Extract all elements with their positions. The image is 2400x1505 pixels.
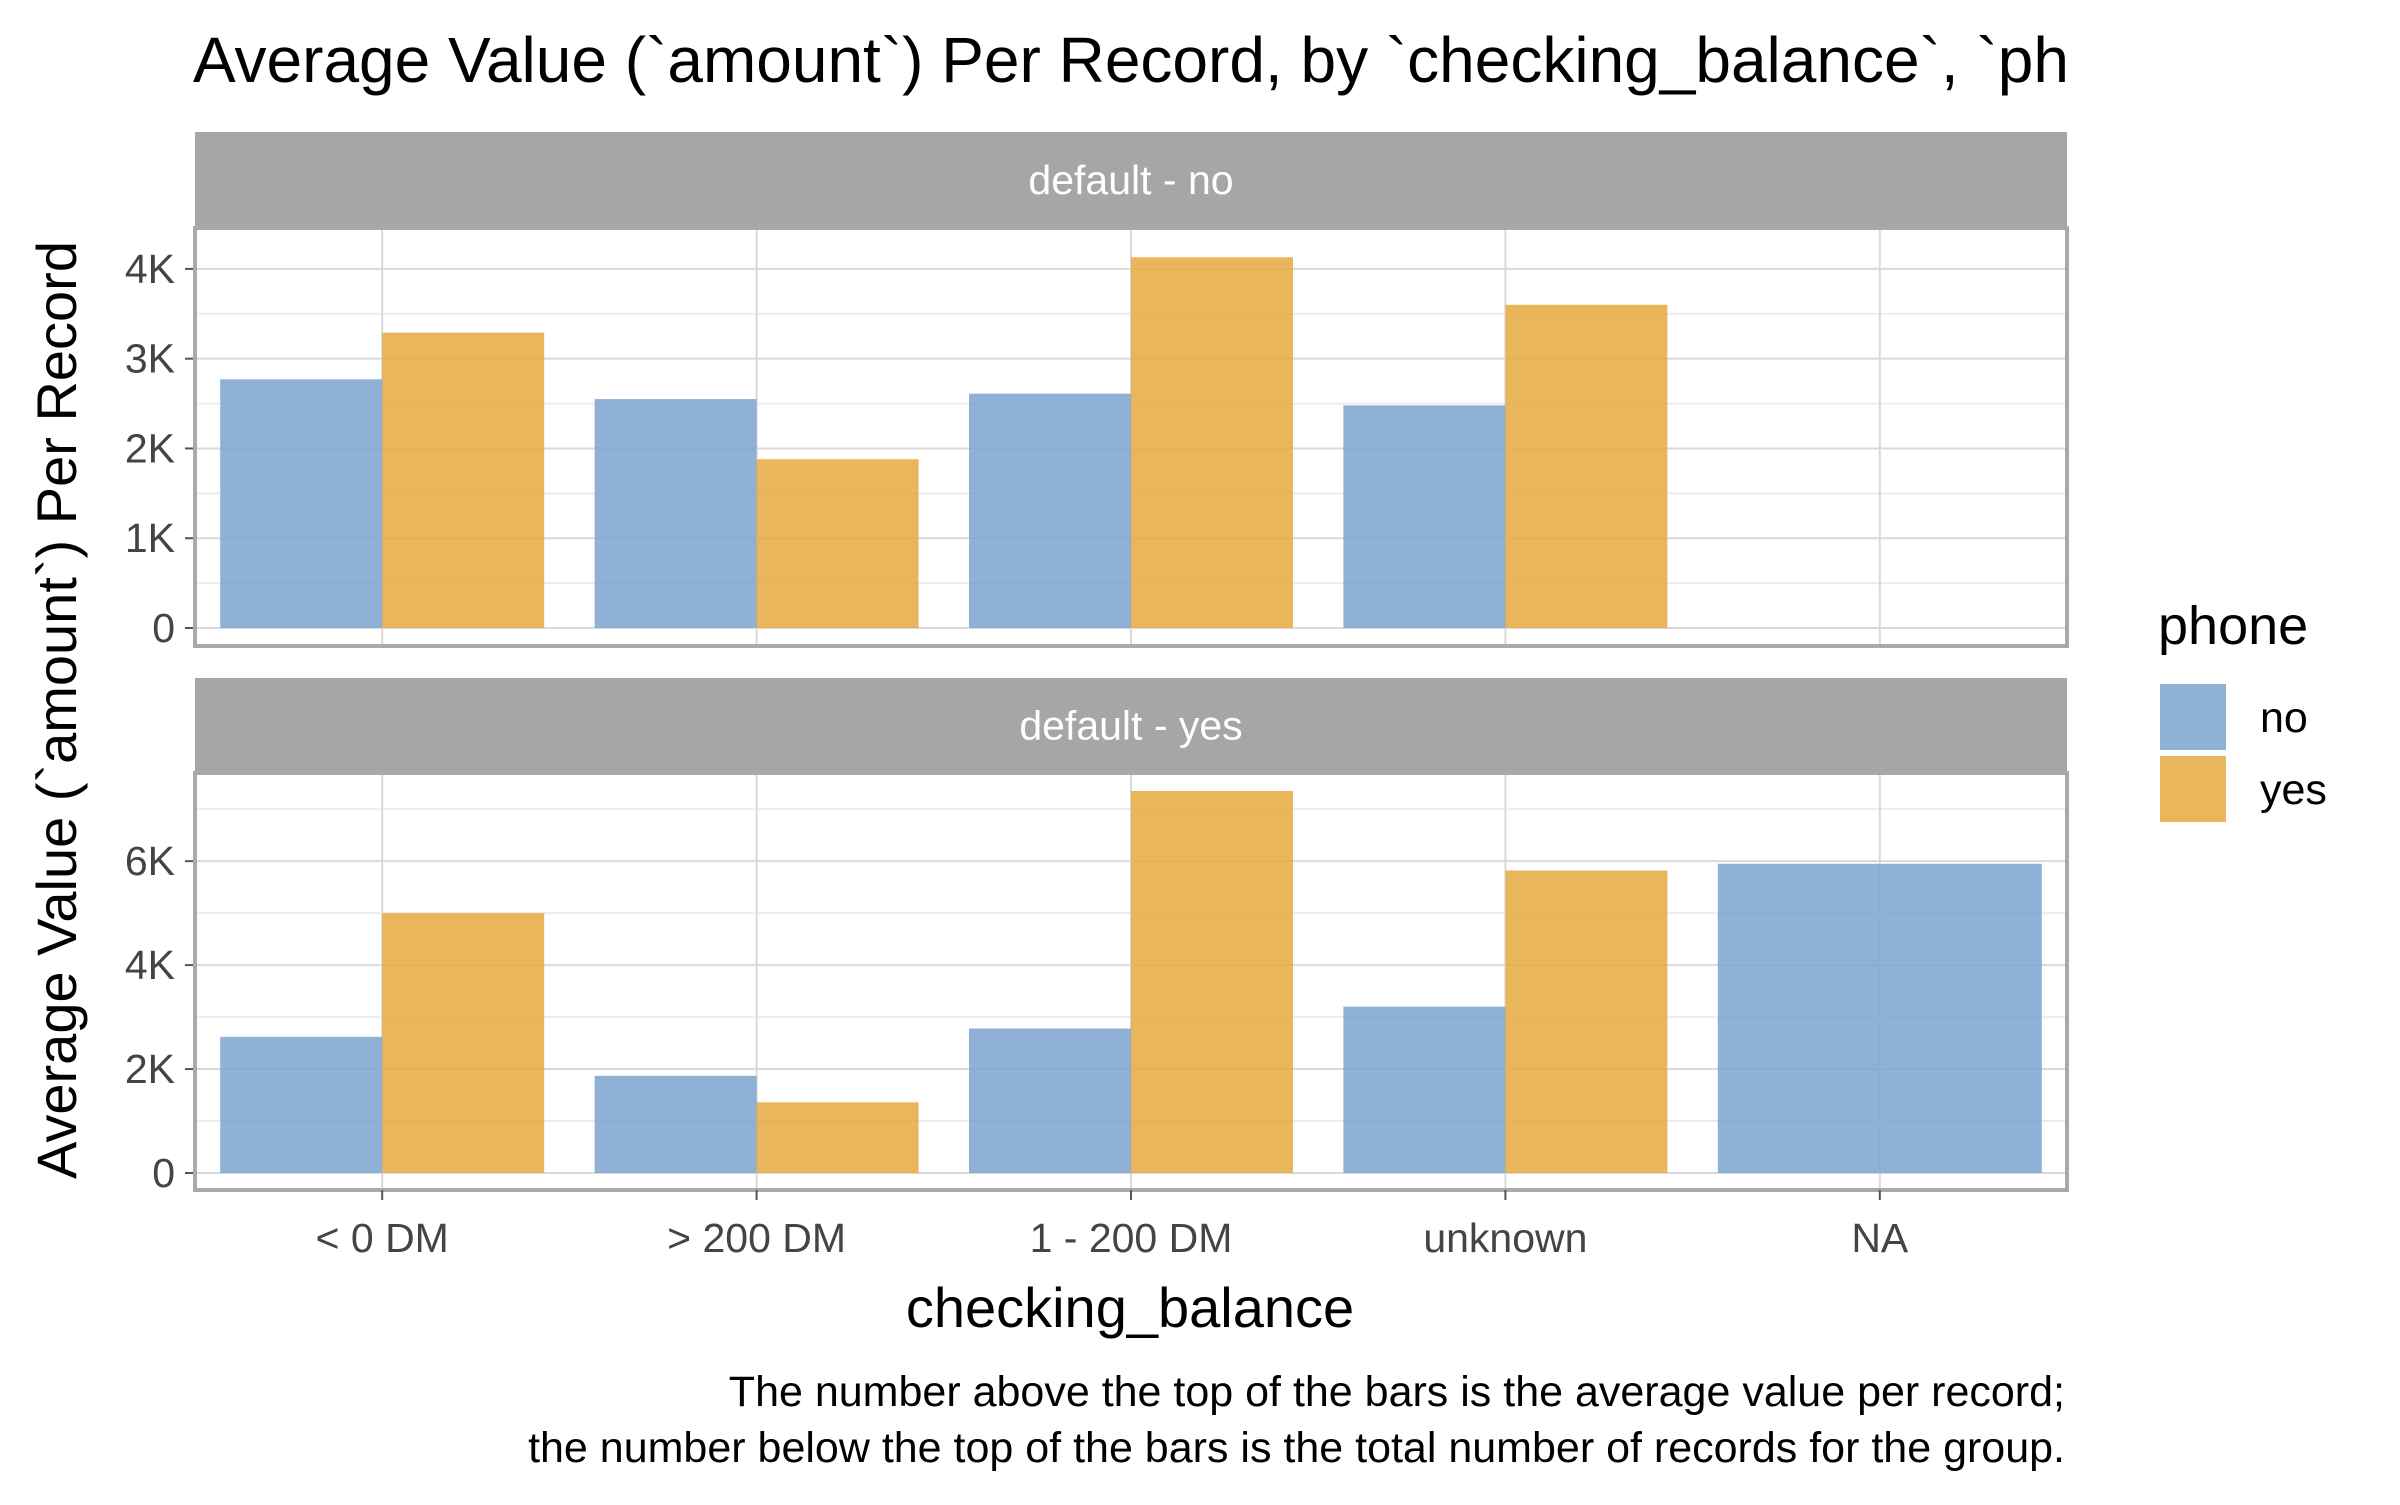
- x-tick-label: unknown: [1423, 1215, 1587, 1261]
- y-tick-label: 4K: [125, 246, 175, 292]
- legend-label-no: no: [2260, 694, 2308, 742]
- y-tick-label: 0: [152, 1150, 175, 1196]
- chart-title: Average Value (`amount`) Per Record, by …: [193, 24, 2069, 96]
- bar-phone-yes: [1131, 790, 1293, 1173]
- facet-strip-label: default - yes: [1019, 703, 1242, 749]
- x-tick-label: NA: [1851, 1215, 1909, 1261]
- legend: phone no yes: [2158, 596, 2327, 822]
- bar-phone-yes: [756, 1102, 919, 1173]
- y-tick-label: 4K: [125, 942, 175, 988]
- caption-line-1: The number above the top of the bars is …: [729, 1368, 2065, 1416]
- bar-phone-yes: [1131, 257, 1293, 628]
- bar-phone-no: [1343, 1006, 1506, 1173]
- facet-strip: [195, 132, 2067, 228]
- y-tick-label: 6K: [125, 838, 175, 884]
- legend-title: phone: [2158, 596, 2308, 656]
- bar-phone-no: [220, 379, 383, 628]
- caption-line-2: the number below the top of the bars is …: [528, 1424, 2065, 1472]
- bar-phone-no: [594, 1075, 757, 1173]
- y-tick-label: 2K: [125, 1046, 175, 1092]
- facet-strip-label: default - no: [1028, 157, 1233, 203]
- bar-phone-yes: [382, 913, 545, 1173]
- panel-border: [193, 226, 2069, 648]
- x-tick-label: < 0 DM: [316, 1215, 449, 1261]
- y-tick-label: 2K: [125, 425, 175, 471]
- legend-key-no: [2160, 684, 2226, 750]
- bar-phone-no: [220, 1036, 383, 1173]
- bar-phone-yes: [756, 459, 919, 628]
- facet-panel-1: default - no 0 1K 2K 3K 4K: [125, 132, 2069, 651]
- legend-key-yes: [2160, 756, 2226, 822]
- bar-phone-yes: [382, 332, 545, 628]
- facet-strip: [195, 678, 2067, 773]
- y-tick-label: 0: [152, 605, 175, 651]
- panels-layer: default - no 0 1K 2K 3K 4K default - yes 0 2K 4K 6…: [125, 132, 2069, 1261]
- bar-phone-no: [1343, 405, 1506, 628]
- bar-phone-no: [594, 399, 757, 628]
- legend-label-yes: yes: [2260, 766, 2327, 814]
- x-tick-label: > 200 DM: [667, 1215, 846, 1261]
- bar-phone-no: [1717, 863, 2042, 1173]
- bar-phone-yes: [1505, 870, 1668, 1173]
- caption: The number above the top of the bars is …: [528, 1368, 2065, 1472]
- y-tick-label: 3K: [125, 336, 175, 382]
- bar-phone-yes: [1505, 304, 1668, 628]
- x-tick-label: 1 - 200 DM: [1030, 1215, 1233, 1261]
- bar-phone-no: [969, 1028, 1131, 1173]
- facet-panel-2: default - yes 0 2K 4K 6K: [125, 678, 2069, 1196]
- bar-phone-no: [969, 393, 1131, 628]
- x-axis-title: checking_balance: [906, 1276, 1354, 1339]
- y-tick-label: 1K: [125, 515, 175, 561]
- y-axis-title: Average Value (`amount`) Per Record: [25, 241, 88, 1179]
